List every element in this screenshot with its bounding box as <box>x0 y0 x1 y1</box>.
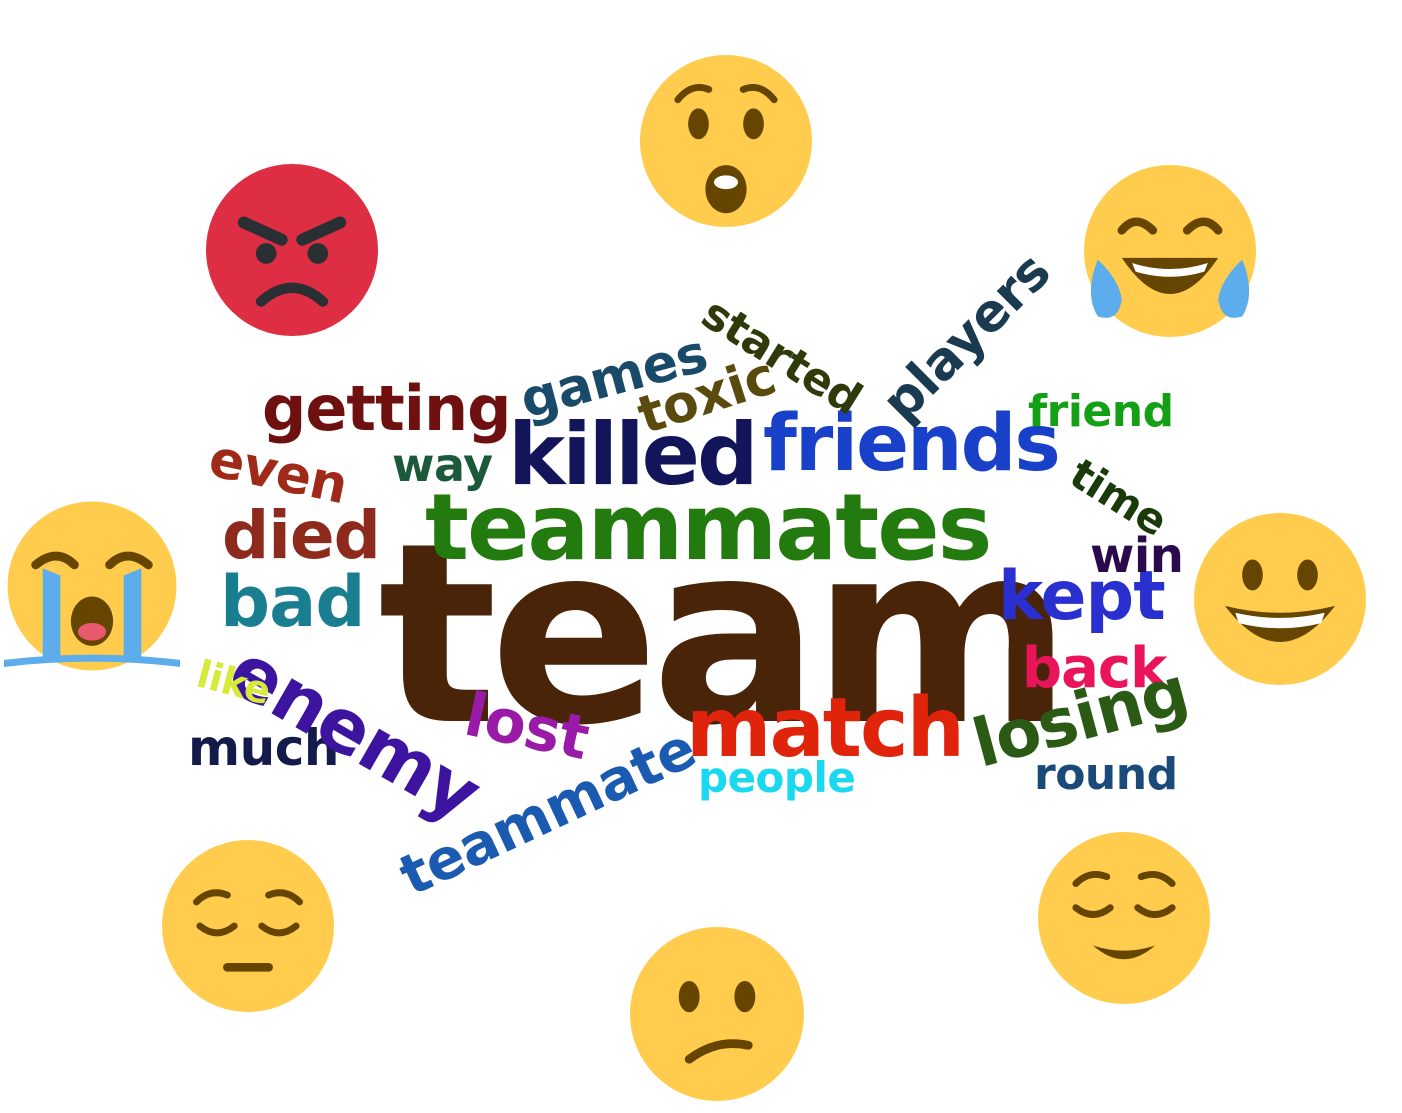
word-win: win <box>1090 528 1184 584</box>
word-bad: bad <box>220 561 365 643</box>
word-teammates: teammates <box>425 474 992 581</box>
word-friend: friend <box>1028 386 1174 437</box>
word-friends: friends <box>763 399 1061 489</box>
relieved-face-icon <box>1038 832 1210 1004</box>
word-getting: getting <box>262 372 511 445</box>
confused-face-icon <box>630 927 804 1101</box>
word-round: round <box>1034 749 1178 800</box>
word-match: match <box>686 681 965 776</box>
word-killed: killed <box>508 405 759 505</box>
word-way: way <box>392 438 493 492</box>
pensive-face-icon <box>162 840 334 1012</box>
word-team: team <box>378 489 1072 780</box>
hushed-face-icon <box>640 55 812 227</box>
word-much: much <box>188 719 339 777</box>
grinning-face-icon <box>1194 513 1366 685</box>
word-kept: kept <box>998 557 1166 636</box>
word-back: back <box>1022 636 1167 701</box>
word-died: died <box>222 497 381 574</box>
face-with-tears-of-joy-icon <box>1084 165 1256 337</box>
word-people: people <box>698 753 856 802</box>
loudly-crying-face-icon <box>4 498 180 674</box>
angry-face-icon <box>206 164 378 336</box>
